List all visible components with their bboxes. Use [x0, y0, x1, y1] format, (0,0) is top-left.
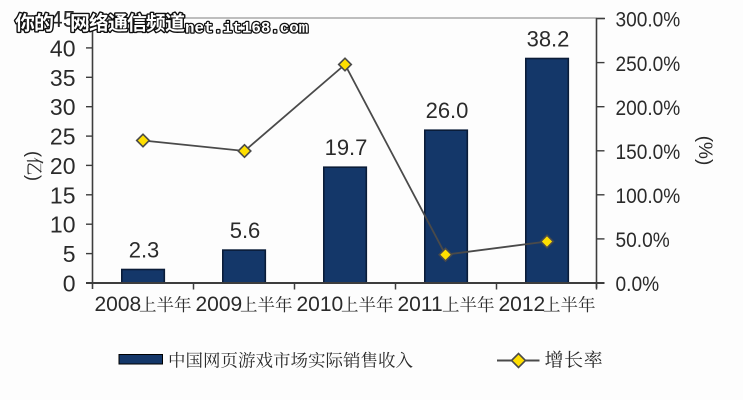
svg-text:30: 30 — [50, 94, 76, 120]
svg-text:0.0%: 0.0% — [616, 273, 660, 296]
svg-text:5.6: 5.6 — [230, 218, 261, 243]
svg-text:26.0: 26.0 — [426, 98, 469, 123]
svg-text:net.it168.com: net.it168.com — [185, 20, 308, 38]
svg-text:2011: 2011 — [398, 293, 443, 316]
svg-text:250.0%: 250.0% — [616, 53, 681, 76]
svg-text:20: 20 — [50, 153, 76, 179]
svg-text:15: 15 — [50, 182, 76, 208]
svg-text:2010: 2010 — [297, 293, 344, 316]
svg-text:0: 0 — [63, 271, 76, 297]
svg-text:2012: 2012 — [499, 293, 546, 316]
svg-text:2009: 2009 — [196, 293, 243, 316]
svg-text:(%): (%) — [694, 136, 715, 166]
svg-text:2008: 2008 — [95, 293, 142, 316]
svg-text:50.0%: 50.0% — [616, 229, 670, 252]
svg-text:200.0%: 200.0% — [616, 97, 681, 120]
svg-text:): ) — [24, 175, 44, 181]
svg-text:19.7: 19.7 — [325, 135, 368, 160]
svg-text:10: 10 — [50, 212, 76, 238]
svg-text:5: 5 — [63, 241, 76, 267]
svg-text:25: 25 — [50, 124, 76, 150]
svg-text:150.0%: 150.0% — [616, 141, 681, 164]
svg-text:100.0%: 100.0% — [616, 185, 681, 208]
svg-text:300.0%: 300.0% — [616, 9, 681, 32]
svg-text:40: 40 — [50, 35, 76, 61]
svg-text:38.2: 38.2 — [527, 27, 570, 52]
svg-text:(: ( — [24, 151, 44, 157]
svg-text:35: 35 — [50, 65, 76, 91]
svg-text:2.3: 2.3 — [129, 238, 160, 263]
